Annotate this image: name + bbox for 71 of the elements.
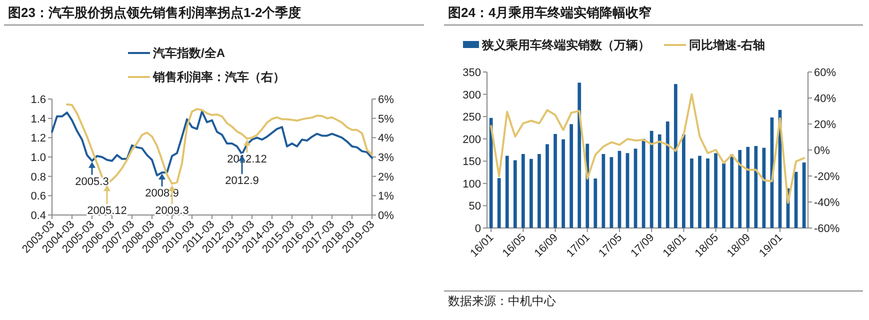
y-tick-label: 200 xyxy=(462,134,481,146)
y2-tick-label: 60% xyxy=(814,67,836,79)
bar xyxy=(754,146,758,228)
y2-tick-label: 0% xyxy=(814,145,830,157)
line-series xyxy=(66,103,373,185)
chart-title: 图23：汽车股价拐点领先销售利润率拐点1-2个季度 xyxy=(8,5,302,20)
bar xyxy=(738,150,742,228)
y2-tick-label: 20% xyxy=(814,119,836,131)
legend-label: 狭义乘用车终端实销数（万辆） xyxy=(481,38,650,52)
bar xyxy=(578,82,582,228)
bar xyxy=(489,118,493,228)
bar xyxy=(658,134,662,228)
bar xyxy=(505,156,509,228)
bar xyxy=(570,124,574,228)
y2-tick-label: 2% xyxy=(378,171,394,184)
bar xyxy=(682,134,686,228)
annotation: 2005.12 xyxy=(87,205,127,218)
y2-tick-label: 3% xyxy=(378,152,394,164)
bar xyxy=(706,158,710,228)
y-tick-label: 1.4 xyxy=(30,113,46,126)
line-series xyxy=(490,93,806,204)
bar xyxy=(714,153,718,228)
bar xyxy=(730,154,734,228)
y-tick-label: 350 xyxy=(462,67,481,79)
bar xyxy=(538,154,541,228)
y2-tick-label: -40% xyxy=(814,197,840,209)
bar xyxy=(513,160,517,228)
y-tick-label: 300 xyxy=(462,89,481,102)
y2-tick-label: 4% xyxy=(378,132,394,145)
bar xyxy=(562,139,565,228)
bar xyxy=(546,144,549,228)
bar xyxy=(602,154,606,228)
annotation: 2012.9 xyxy=(225,175,259,188)
y-tick-label: 0 xyxy=(474,223,481,235)
y-tick-label: 100 xyxy=(462,178,481,190)
bar xyxy=(666,121,670,228)
bar xyxy=(674,84,678,228)
y-tick-label: 150 xyxy=(462,156,481,168)
line-series xyxy=(51,110,373,176)
bar xyxy=(521,154,525,228)
bar xyxy=(497,178,501,228)
y-tick-label: 250 xyxy=(462,112,481,124)
bar xyxy=(530,158,533,228)
legend-label: 汽车指数/全A xyxy=(152,46,226,60)
legend-label: 销售利润率：汽车（右） xyxy=(152,70,285,84)
y2-tick-label: 5% xyxy=(378,113,394,126)
y2-tick-label: 6% xyxy=(378,94,394,106)
bar xyxy=(554,134,557,228)
annotation: 2009.3 xyxy=(155,205,189,218)
bar xyxy=(594,178,598,228)
y-tick-label: 0.6 xyxy=(30,190,46,203)
y-tick-label: 1.6 xyxy=(30,94,46,106)
y-tick-label: 0.8 xyxy=(30,171,46,184)
y-tick-label: 50 xyxy=(468,200,481,213)
y2-tick-label: -60% xyxy=(814,223,840,235)
bar xyxy=(698,156,702,228)
y-tick-label: 1.0 xyxy=(30,152,46,164)
y2-tick-label: 1% xyxy=(378,190,394,203)
bar xyxy=(762,148,766,228)
bar xyxy=(746,146,750,228)
y-tick-label: 0.4 xyxy=(30,210,46,222)
legend-label: 同比增速-右轴 xyxy=(689,38,765,52)
chart-title: 图24：4月乘用车终端实销降幅收窄 xyxy=(448,5,652,20)
y2-tick-label: 40% xyxy=(814,93,836,105)
y-tick-label: 1.2 xyxy=(30,132,46,145)
y2-tick-label: 0% xyxy=(378,210,394,222)
source-note: 数据来源：中机中心 xyxy=(448,294,556,308)
bar xyxy=(722,163,726,228)
bar xyxy=(690,158,694,228)
bar xyxy=(650,130,654,228)
y2-tick-label: -20% xyxy=(814,171,840,183)
